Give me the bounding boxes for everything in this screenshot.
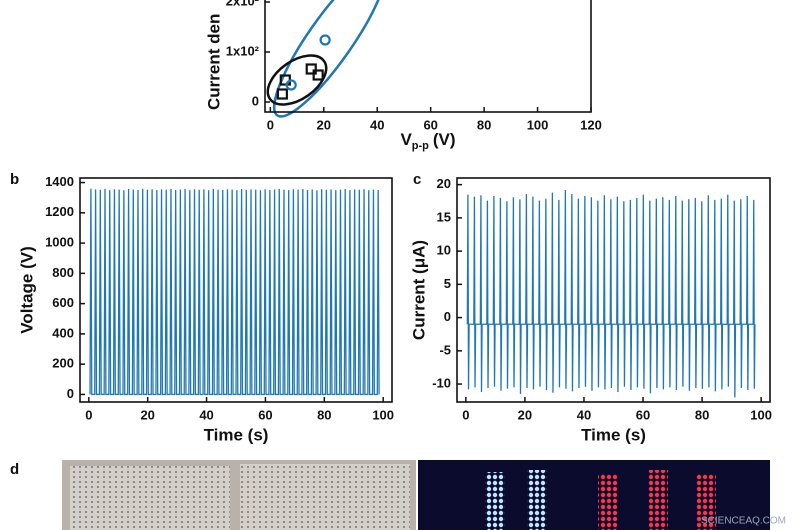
x-tick-label: 20 bbox=[518, 407, 532, 422]
marker-square bbox=[312, 69, 324, 81]
y-tick-label: 10 bbox=[437, 243, 451, 258]
y-tick-label: 5 bbox=[444, 276, 451, 291]
x-tick-label: 80 bbox=[477, 117, 491, 132]
x-tick-label: 0 bbox=[462, 407, 469, 422]
y-tick-label: 0 bbox=[67, 386, 74, 401]
led-column bbox=[648, 470, 668, 530]
y-tick-label: 800 bbox=[52, 265, 74, 280]
x-tick-label: 60 bbox=[423, 117, 437, 132]
y-axis-label: Voltage (V) bbox=[17, 246, 36, 334]
marker-circle bbox=[285, 79, 297, 91]
x-axis-label-part: (V) bbox=[433, 130, 456, 149]
photo bbox=[62, 460, 770, 530]
led-column bbox=[527, 470, 547, 530]
x-tick-label: 0 bbox=[267, 117, 274, 132]
x-tick-label: 20 bbox=[317, 117, 331, 132]
x-tick-label: 40 bbox=[370, 117, 384, 132]
x-tick-label: 0 bbox=[85, 407, 92, 422]
breadboard bbox=[240, 464, 410, 530]
y-tick-label: 20 bbox=[437, 176, 451, 191]
y-tick-label: 600 bbox=[52, 295, 74, 310]
annotation-ellipse bbox=[266, 54, 328, 106]
x-tick-label: 120 bbox=[580, 117, 602, 132]
x-tick-label: 20 bbox=[140, 407, 154, 422]
x-axis-label: Time (s) bbox=[581, 425, 646, 444]
y-tick-label: 0 bbox=[252, 93, 259, 108]
y-tick-label: 1400 bbox=[45, 174, 74, 189]
watermark: SCIENCEAQ.COM bbox=[701, 516, 786, 527]
x-tick-label: 80 bbox=[317, 407, 331, 422]
panel-label: c bbox=[413, 171, 421, 188]
x-tick-label: 100 bbox=[750, 407, 772, 422]
data-line bbox=[466, 189, 756, 398]
x-tick-label: 40 bbox=[199, 407, 213, 422]
x-axis-label-part: V bbox=[400, 130, 412, 149]
breadboard bbox=[70, 466, 230, 530]
x-tick-label: 60 bbox=[636, 407, 650, 422]
x-tick-label: 100 bbox=[372, 407, 394, 422]
led-column bbox=[485, 472, 505, 530]
data-line bbox=[89, 188, 380, 396]
y-tick-label: -10 bbox=[432, 375, 451, 390]
marker-square bbox=[305, 63, 317, 75]
plot-frame bbox=[264, 0, 592, 113]
plot-frame bbox=[79, 177, 393, 403]
y-axis-label: Current (μA) bbox=[409, 240, 428, 340]
x-axis-label: Vp-p (V) bbox=[400, 130, 455, 151]
y-tick-label: 2x10² bbox=[226, 0, 260, 8]
marker-circle bbox=[319, 34, 331, 46]
y-tick-label: 0 bbox=[444, 309, 451, 324]
led-column bbox=[598, 474, 618, 530]
led-column bbox=[696, 474, 716, 530]
y-tick-label: 200 bbox=[52, 356, 74, 371]
y-tick-label: 400 bbox=[52, 325, 74, 340]
x-tick-label: 60 bbox=[258, 407, 272, 422]
y-tick-label: 1000 bbox=[45, 235, 74, 250]
plot-frame bbox=[456, 177, 771, 403]
panel-label: d bbox=[10, 461, 19, 478]
x-axis-label-sub: p-p bbox=[412, 140, 429, 152]
x-tick-label: 100 bbox=[527, 117, 549, 132]
y-tick-label: -5 bbox=[439, 342, 451, 357]
annotation-ellipse bbox=[272, 0, 388, 118]
x-tick-label: 40 bbox=[577, 407, 591, 422]
y-axis-label: Current den bbox=[204, 14, 223, 110]
panel-label: b bbox=[10, 171, 19, 188]
marker-square bbox=[276, 88, 288, 100]
y-tick-label: 1x10² bbox=[226, 43, 260, 58]
y-tick-label: 15 bbox=[437, 209, 451, 224]
x-tick-label: 80 bbox=[695, 407, 709, 422]
y-tick-label: 1200 bbox=[45, 204, 74, 219]
x-axis-label: Time (s) bbox=[204, 425, 269, 444]
